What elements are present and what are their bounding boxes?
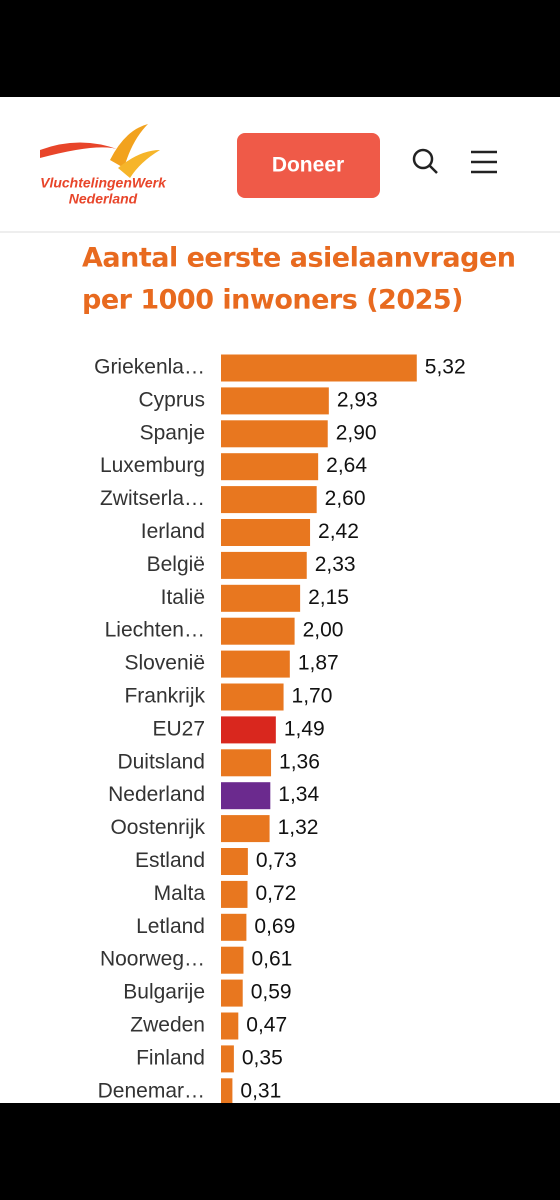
value-label: 0,47 — [246, 1014, 287, 1037]
bar — [221, 387, 329, 415]
category-label: Noorweg… — [100, 948, 205, 971]
category-label: Frankrijk — [124, 685, 205, 708]
category-label: Cyprus — [138, 388, 205, 411]
category-label: Ierland — [141, 520, 205, 543]
logo-text: Nederland — [69, 191, 138, 207]
bar — [221, 650, 290, 678]
value-label: 2,60 — [325, 487, 366, 510]
category-label: Oostenrijk — [110, 816, 205, 839]
bar — [221, 1045, 234, 1073]
bar — [221, 486, 317, 514]
bar — [221, 979, 243, 1007]
value-label: 0,73 — [256, 849, 297, 872]
bar — [221, 749, 272, 777]
button-label: Doneer — [272, 154, 344, 177]
value-label: 1,87 — [298, 652, 339, 675]
bar — [221, 551, 307, 579]
bar — [221, 716, 276, 744]
category-label: Zweden — [130, 1014, 205, 1037]
category-label: Finland — [136, 1046, 205, 1069]
category-label: Spanje — [140, 421, 205, 444]
bottom-bar — [0, 1103, 560, 1200]
bar — [221, 519, 311, 546]
bar — [221, 848, 248, 875]
category-label: Italië — [161, 586, 205, 609]
category-label: Liechten… — [105, 619, 205, 642]
value-label: 0,72 — [255, 882, 296, 905]
button-bg — [237, 133, 380, 198]
value-label: 1,36 — [279, 750, 320, 773]
logo-wing — [110, 124, 148, 168]
chart-title: per 1000 inwoners (2025) — [82, 285, 463, 316]
bar — [221, 913, 247, 941]
logo-wing — [118, 150, 160, 178]
value-label: 1,34 — [278, 783, 319, 806]
value-label: 2,00 — [303, 619, 344, 642]
value-label: 0,35 — [242, 1046, 283, 1069]
menu-icon[interactable] — [471, 150, 497, 174]
category-label: Bulgarije — [123, 981, 205, 1004]
bar — [221, 815, 270, 843]
bar — [221, 617, 295, 645]
category-label: Nederland — [108, 783, 205, 806]
chart-title: Aantal eerste asielaanvragen — [82, 243, 516, 274]
search-icon[interactable] — [412, 148, 438, 174]
logo-swoosh — [40, 142, 120, 158]
value-label: 2,42 — [318, 520, 359, 543]
value-label: 2,33 — [315, 553, 356, 576]
bar — [221, 683, 284, 711]
value-label: 2,15 — [308, 586, 349, 609]
bar — [221, 420, 328, 448]
value-label: 5,32 — [425, 356, 466, 379]
bar — [221, 1078, 233, 1106]
category-label: Estland — [135, 849, 205, 872]
value-label: 2,90 — [336, 421, 377, 444]
category-label: Letland — [136, 915, 205, 938]
category-label: Zwitserla… — [100, 487, 205, 510]
value-label: 0,61 — [251, 948, 292, 971]
bar — [221, 584, 301, 612]
value-label: 0,31 — [240, 1079, 281, 1102]
search-handle — [429, 165, 438, 174]
bar — [221, 880, 248, 908]
value-label: 2,64 — [326, 454, 367, 477]
value-label: 1,32 — [278, 816, 319, 839]
value-label: 0,69 — [254, 915, 295, 938]
category-label: Luxemburg — [100, 454, 205, 477]
bar — [221, 453, 319, 481]
search-lens — [412, 148, 434, 170]
category-label: België — [147, 553, 205, 576]
bar — [221, 782, 271, 810]
value-label: 1,49 — [284, 717, 325, 740]
logo[interactable]: VluchtelingenWerk Nederland — [40, 124, 167, 207]
category-label: Malta — [154, 882, 206, 905]
category-label: Denemar… — [98, 1079, 205, 1102]
category-label: Slovenië — [124, 652, 205, 675]
category-label: Duitsland — [117, 750, 205, 773]
value-label: 2,93 — [337, 388, 378, 411]
category-label: EU27 — [152, 717, 205, 740]
value-label: 0,59 — [251, 981, 292, 1004]
category-label: Griekenla… — [94, 356, 205, 379]
bar — [221, 1012, 239, 1040]
donate-button[interactable]: Doneer — [237, 133, 380, 198]
bar — [221, 946, 244, 974]
value-label: 1,70 — [292, 685, 333, 708]
logo-text: VluchtelingenWerk — [40, 175, 167, 191]
bar — [221, 354, 417, 382]
plot: Griekenla… 5,32 Cyprus 2,93 Spanje 2,90 Luxemb… — [94, 354, 466, 1106]
